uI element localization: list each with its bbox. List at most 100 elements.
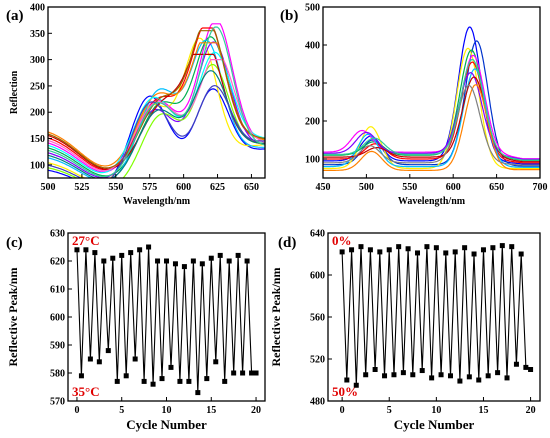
- data-point: [499, 243, 505, 249]
- axes-frame: [322, 6, 541, 179]
- y-tick-label: 150: [30, 134, 45, 145]
- panel-b: 450 500 550 600 650 700 100 200 300 400 500 Wavelen…: [280, 3, 548, 208]
- series-line: [323, 84, 540, 166]
- y-axis-label: Reflective Peak/nm: [6, 268, 20, 367]
- data-point: [433, 245, 439, 251]
- y-tick-label: 200: [30, 108, 45, 119]
- series-line: [323, 49, 540, 162]
- data-point: [344, 377, 350, 383]
- data-point: [226, 258, 232, 264]
- data-point: [240, 370, 246, 376]
- series-line: [323, 40, 540, 167]
- data-point: [405, 246, 411, 252]
- data-point: [471, 251, 477, 257]
- y-tick-label: 630: [50, 229, 65, 240]
- data-point: [244, 258, 250, 264]
- x-tick-label: 15: [478, 405, 488, 416]
- data-point: [164, 258, 169, 264]
- data-point: [443, 250, 449, 256]
- series-line: [323, 58, 540, 161]
- data-point: [123, 373, 129, 379]
- x-tick-label: 650: [244, 182, 259, 193]
- axes-frame: [47, 6, 266, 179]
- data-point: [92, 250, 98, 256]
- y-axis-label: Reflection: [9, 70, 20, 114]
- y-tick-label: 610: [50, 285, 65, 296]
- annotation-label: 0%: [332, 233, 352, 248]
- x-tick-label: 5: [387, 405, 392, 416]
- data-point: [490, 245, 496, 251]
- plot-area: [339, 243, 534, 388]
- series-line: [323, 47, 540, 170]
- y-tick-label: 620: [50, 257, 65, 268]
- data-point: [353, 382, 359, 388]
- x-tick-label: 10: [162, 405, 172, 416]
- y-tick-label: 350: [30, 29, 45, 40]
- data-point: [172, 261, 178, 267]
- data-point: [146, 244, 152, 250]
- panel-a: 500 525 550 575 600 625 650 100 150 200 250 300 350 4…: [6, 3, 266, 207]
- y-tick-label: 560: [310, 313, 325, 324]
- x-tick-label: 700: [533, 182, 548, 193]
- data-point: [462, 245, 468, 251]
- data-point: [396, 244, 402, 250]
- panel-label: (b): [280, 8, 298, 24]
- panel-c: 0 5 10 15 20 570 580 590 600 610 620 630 Cycle Numbe…: [6, 229, 266, 432]
- x-tick-label: 10: [431, 405, 441, 416]
- panel-d: 0 5 10 15 20 480 520 560 600 640 Cycle Number Refle…: [269, 229, 541, 432]
- x-tick-label: 625: [210, 182, 225, 193]
- y-tick-label: 640: [310, 229, 325, 240]
- y-tick-label: 500: [305, 3, 320, 14]
- data-point: [358, 244, 364, 250]
- series-line: [48, 51, 265, 174]
- data-point: [222, 378, 228, 384]
- x-tick-label: 600: [446, 182, 461, 193]
- data-point: [137, 247, 143, 253]
- plot-area: [323, 26, 540, 171]
- series-line: [323, 84, 540, 171]
- data-point: [424, 244, 430, 250]
- x-tick-label: 0: [340, 405, 345, 416]
- data-point: [480, 247, 486, 253]
- data-point: [400, 370, 406, 376]
- data-point: [204, 376, 210, 382]
- x-tick-label: 450: [316, 182, 331, 193]
- y-tick-label: 570: [50, 397, 65, 408]
- y-tick-label: 590: [50, 341, 65, 352]
- x-axis-label: Cycle Number: [394, 417, 475, 432]
- data-point: [213, 359, 219, 365]
- data-point: [372, 367, 378, 372]
- data-point: [509, 244, 515, 250]
- panel-label: (c): [6, 235, 23, 251]
- data-point: [438, 372, 444, 378]
- y-tick-label: 100: [305, 155, 320, 166]
- data-point: [83, 247, 89, 253]
- x-axis-label: Cycle Number: [126, 417, 207, 432]
- data-point: [485, 373, 491, 379]
- x-tick-label: 550: [402, 182, 417, 193]
- data-point: [419, 368, 425, 374]
- y-tick-label: 400: [30, 3, 45, 14]
- data-point: [452, 249, 458, 255]
- series-line: [48, 26, 265, 178]
- x-tick-label: 650: [489, 182, 504, 193]
- data-point: [231, 370, 237, 376]
- y-tick-label: 580: [50, 369, 65, 380]
- annotation-label: 27°C: [72, 233, 100, 248]
- panel-label: (d): [278, 235, 296, 251]
- data-point: [159, 376, 165, 382]
- x-tick-label: 0: [74, 405, 79, 416]
- y-tick-label: 600: [50, 313, 65, 324]
- x-axis-label: Wavelength/nm: [398, 196, 466, 207]
- data-point: [391, 372, 397, 378]
- y-tick-label: 300: [30, 55, 45, 66]
- data-point: [476, 377, 482, 383]
- data-point: [410, 372, 416, 378]
- series-line: [341, 245, 531, 386]
- data-point: [74, 247, 80, 253]
- plot-area: [48, 23, 265, 178]
- plot-area: [74, 244, 259, 396]
- x-tick-label: 600: [176, 182, 191, 193]
- data-point: [528, 367, 534, 372]
